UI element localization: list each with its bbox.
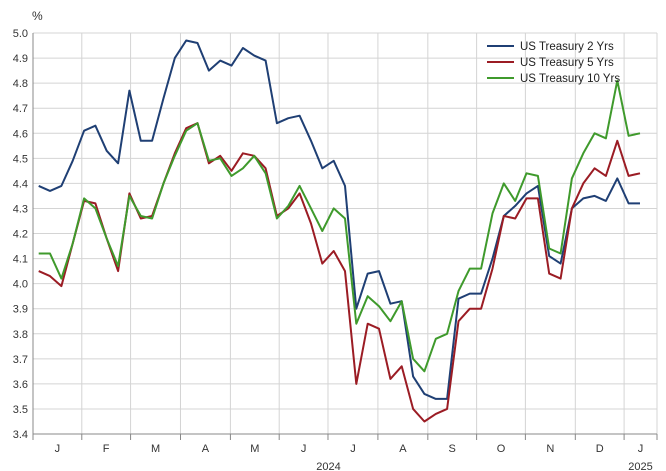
y-tick-label: 4.1 [13, 254, 28, 266]
x-month-label: M [151, 443, 160, 455]
y-tick-label: 3.7 [13, 354, 28, 366]
legend-entry: US Treasury 10 Yrs [520, 73, 620, 85]
legend-entry: US Treasury 5 Yrs [520, 57, 614, 69]
y-axis: 5.0 4.9 4.8 4.7 4.6 4.5 4.4 4.3 4.2 4.1 4.0 3.9 3.8 3… [13, 28, 28, 441]
x-month-label: J [350, 443, 356, 455]
x-month-label: A [202, 443, 210, 455]
y-tick-label: 4.9 [13, 53, 28, 65]
y-tick-label: 3.8 [13, 329, 28, 341]
y-tick-label: 4.8 [13, 78, 28, 90]
x-month-label: N [546, 443, 554, 455]
x-month-label: A [399, 443, 407, 455]
y-axis-unit-label: % [32, 9, 43, 23]
y-tick-label: 3.9 [13, 304, 28, 316]
legend: US Treasury 2 Yrs US Treasury 5 Yrs US Tre… [487, 41, 620, 85]
x-month-label: S [449, 443, 456, 455]
x-month-label: J [55, 443, 61, 455]
y-tick-label: 4.2 [13, 229, 28, 241]
series-line-us-treasury-10-yrs [38, 79, 641, 373]
x-year-label: 2025 [628, 461, 652, 471]
x-year-label: 2024 [316, 461, 340, 471]
x-month-label: F [103, 443, 110, 455]
series-line-us-treasury-5-yrs [38, 122, 641, 423]
x-axis: J F M A M J J A S O N D J 2024 2025 [32, 33, 658, 471]
y-tick-label: 4.0 [13, 279, 28, 291]
series-lines [38, 39, 641, 423]
y-tick-label: 3.4 [13, 429, 28, 441]
y-tick-label: 4.7 [13, 103, 28, 115]
legend-entry: US Treasury 2 Yrs [520, 41, 614, 53]
y-tick-label: 3.5 [13, 404, 28, 416]
series-line-us-treasury-2-yrs [38, 39, 640, 400]
y-tick-label: 4.5 [13, 153, 28, 165]
y-tick-label: 4.3 [13, 203, 28, 215]
x-month-label: J [301, 443, 307, 455]
x-month-label: M [250, 443, 259, 455]
x-month-label: O [497, 443, 506, 455]
x-month-label: J [638, 443, 644, 455]
y-tick-label: 4.4 [13, 178, 28, 190]
y-tick-label: 4.6 [13, 128, 28, 140]
x-month-label: D [596, 443, 604, 455]
y-tick-label: 3.6 [13, 379, 28, 391]
y-tick-label: 5.0 [13, 28, 28, 40]
